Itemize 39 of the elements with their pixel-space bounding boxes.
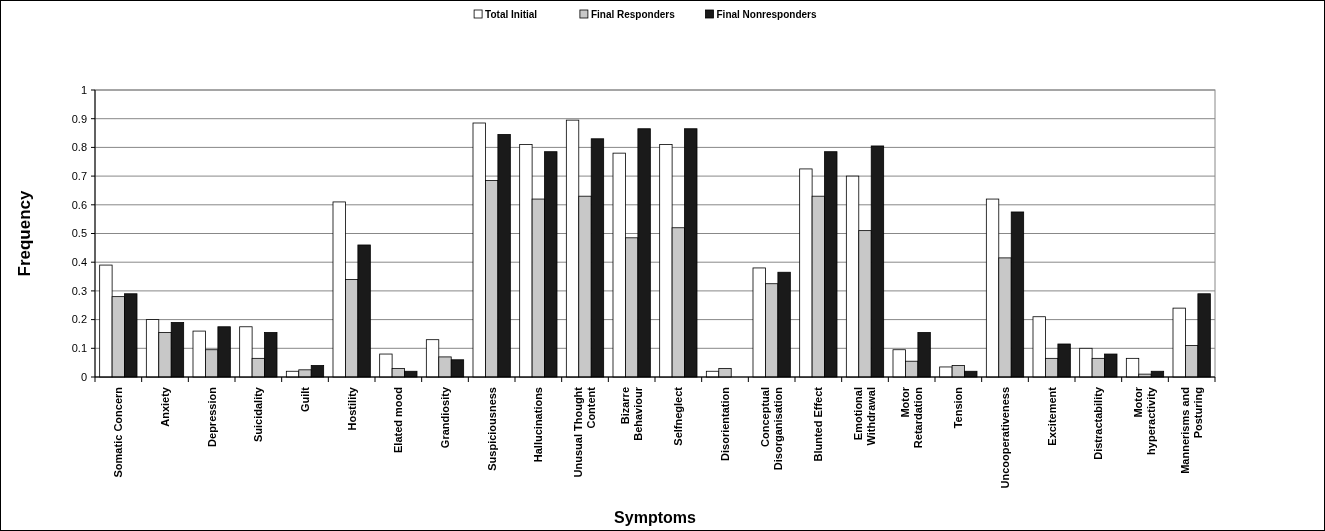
y-tick-label: 0.8 [71,141,87,154]
x-tick-label: Suicidality [252,386,265,443]
x-axis-title: Symptoms [614,509,696,526]
y-tick-label: 0.9 [71,112,87,125]
legend-label: Total Initial [485,9,538,20]
x-tick-label: Excitement [1045,386,1058,446]
x-tick-label: Hostility [345,386,358,431]
x-tick-label: Suspiciousness [485,387,498,471]
y-tick-label: 0.2 [71,313,87,326]
y-axis-title: Frequency [15,189,34,277]
x-tick-label: Emotional Withdrawal [852,387,878,446]
y-tick-label: 0.7 [71,169,87,182]
y-tick-label: 0.6 [71,198,87,211]
x-tick-label: Selfneglect [672,386,685,446]
x-tick-label: Motor Retardation [899,386,925,449]
x-tick-label: Somatic Concern [112,386,125,478]
x-tick-label: Blunted Effect [812,386,825,462]
y-tick-label: 1 [80,83,87,96]
y-tick-label: 0.3 [71,284,87,297]
x-tick-label: Tension [952,386,965,429]
y-tick-label: 0.5 [71,227,87,240]
legend-label: Final Nonresponders [716,9,817,20]
y-tick-label: 0.4 [71,256,87,269]
x-tick-label: Guilt [298,386,311,413]
x-tick-label: Anxiety [158,386,171,427]
x-tick-label: Grandiosity [438,386,451,449]
x-tick-label: Bizarre Behaviour [619,386,645,441]
x-tick-label: Conceptual Disorganisation [759,386,785,471]
x-tick-label: Elated mood [392,387,405,454]
x-tick-label: Disorientation [718,386,731,461]
y-tick-label: 0 [80,370,87,383]
y-tick-label: 0.1 [71,342,87,355]
legend-label: Final Responders [590,9,676,20]
x-tick-label: Depression [205,386,218,447]
x-tick-label: Uncooperativeness [998,387,1011,489]
x-tick-label: Distractability [1092,386,1105,460]
x-tick-label: Hallucinations [532,387,545,463]
x-tick-label: Motor hyperactivity [1132,386,1158,455]
x-tick-label: Unusual Thought Content [572,386,598,478]
